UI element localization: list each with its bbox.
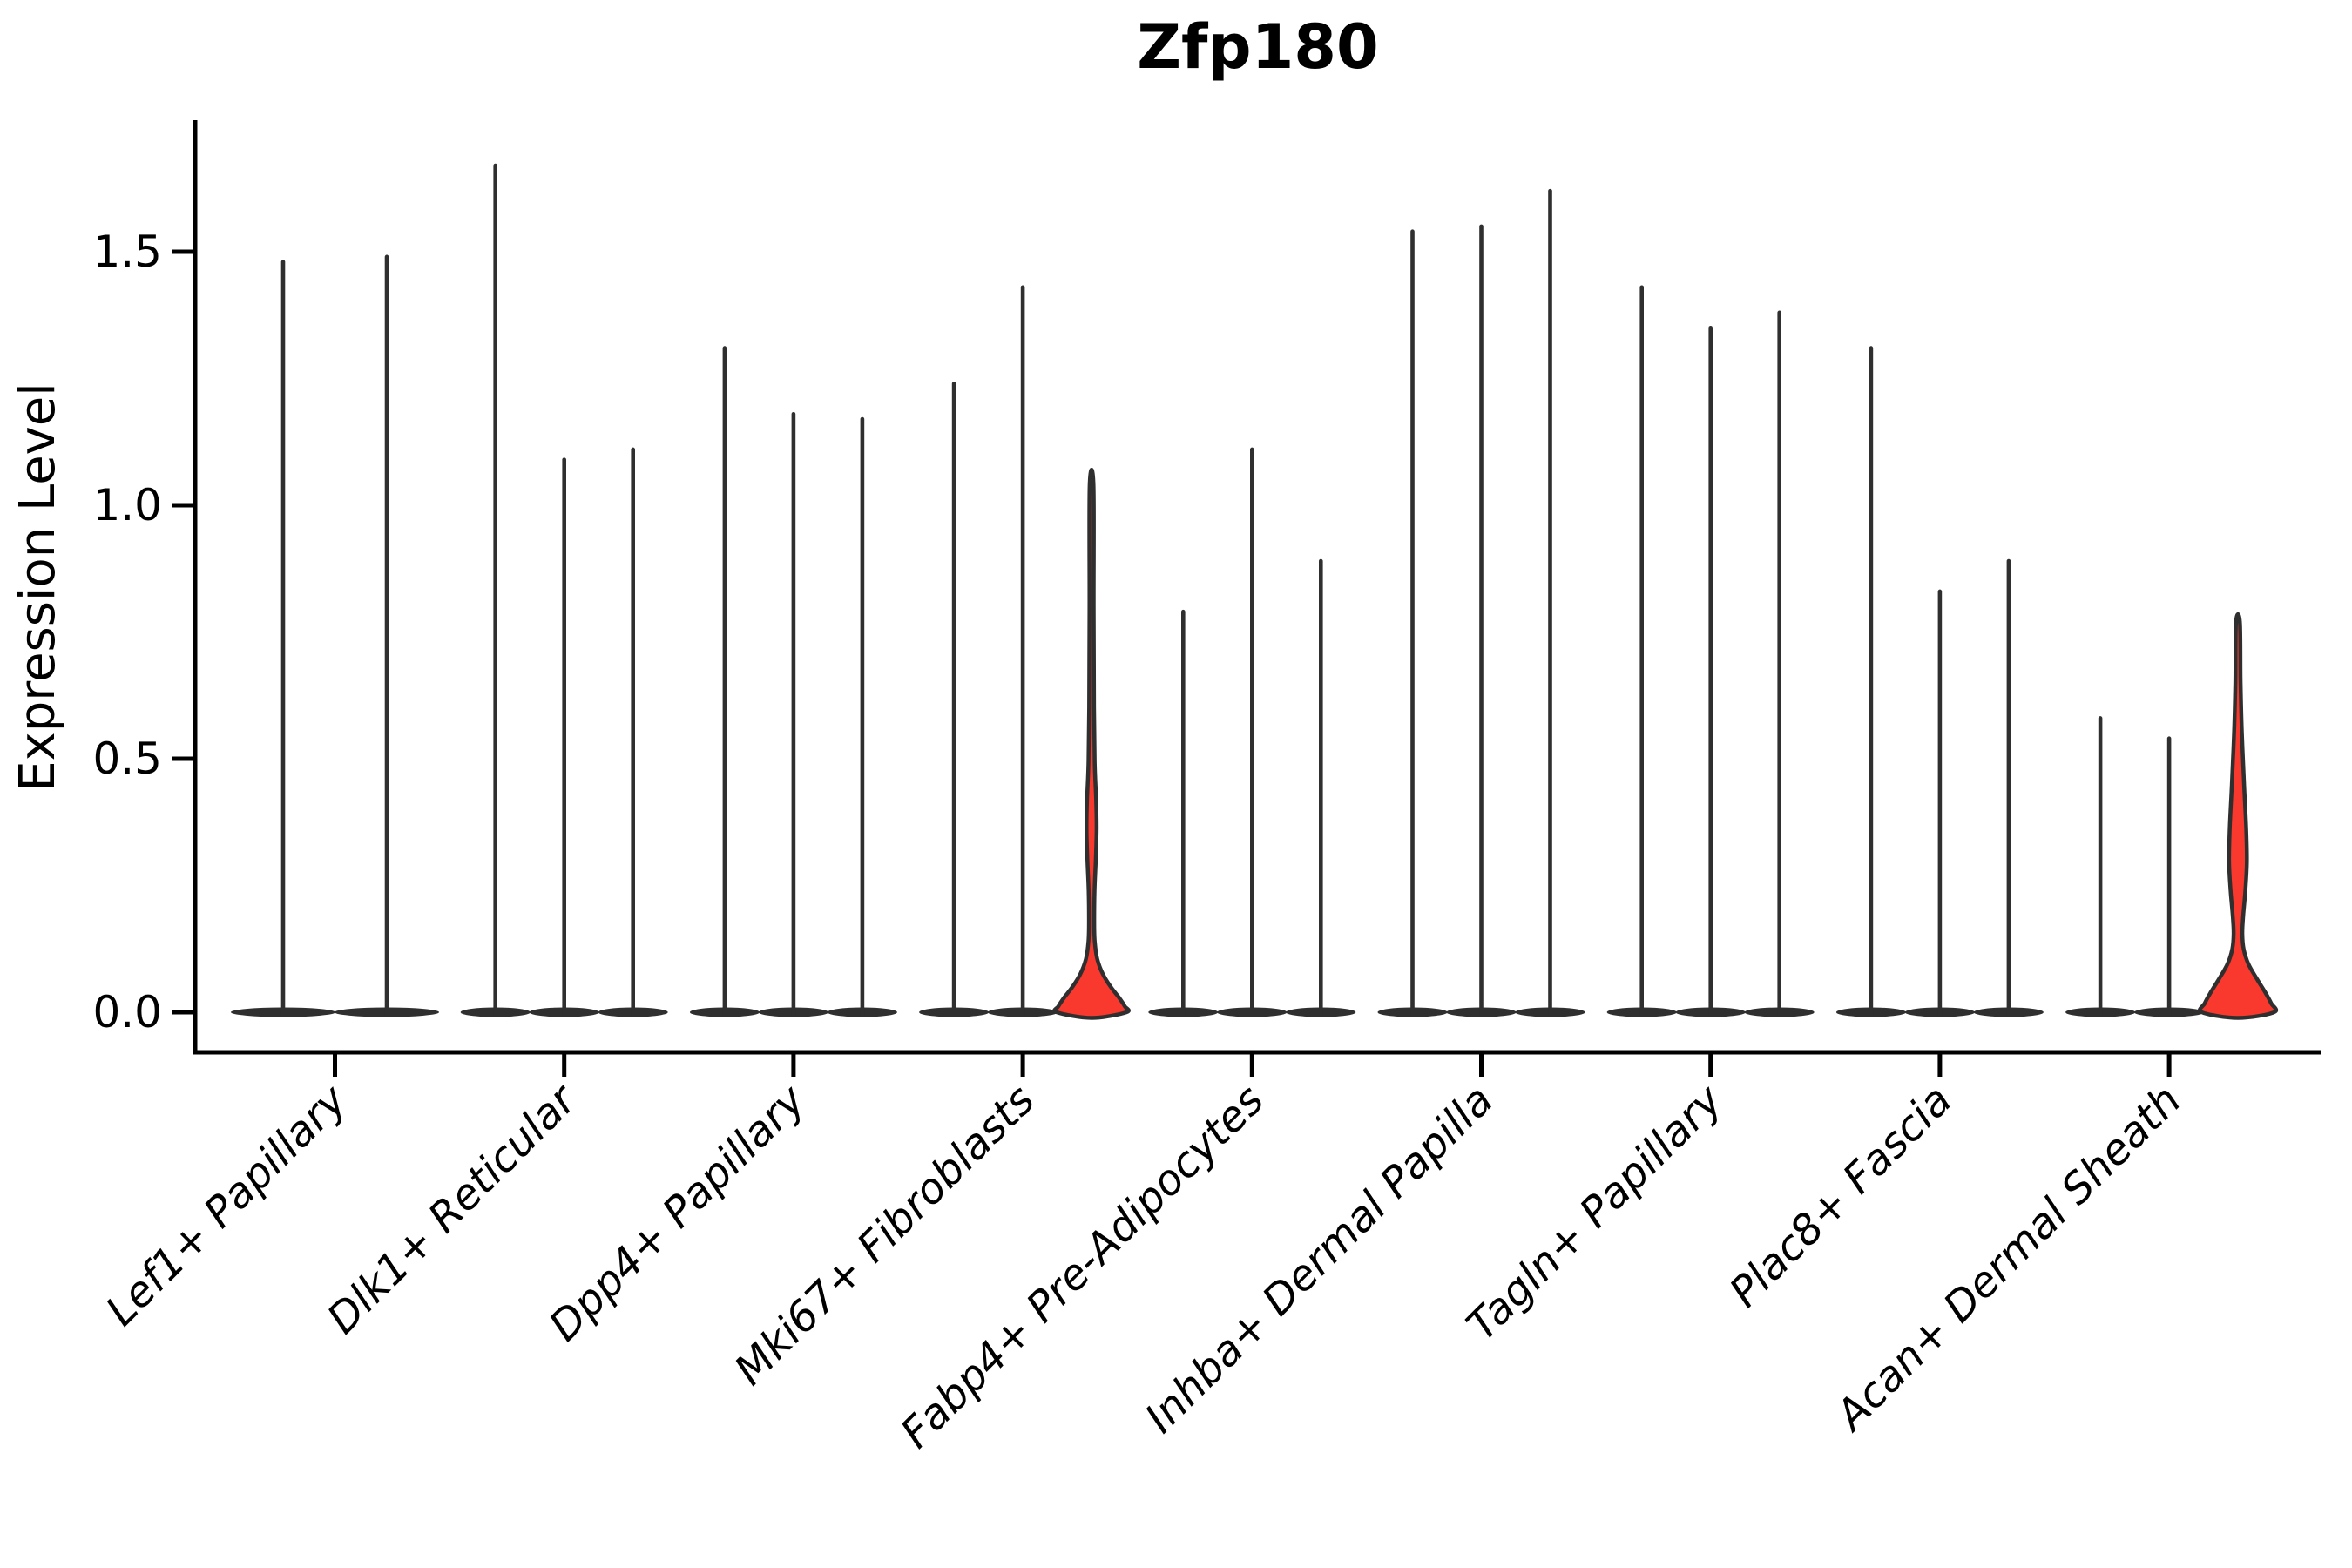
y-tick-label-1: 0.5 [92,733,162,784]
x-tick-label-1: Dlk1+ Reticular [318,1074,588,1344]
violin-group-7 [1835,346,2044,1017]
violin-group-3 [919,285,1131,1020]
y-tick-label-3: 1.5 [92,226,162,277]
violins [231,163,2279,1020]
violin-highlighted [2197,612,2279,1020]
x-tick-label-4: Fabp4+ Pre-Adipocytes [891,1076,1274,1458]
violin-group-6 [1606,285,1815,1017]
violin-group-4 [1148,447,1356,1017]
violin-group-8 [2065,612,2279,1020]
x-tick-label-2: Dpp4+ Papillary [540,1075,815,1350]
y-tick-label-0: 0.0 [92,987,162,1037]
violin-highlighted [1052,467,1131,1020]
y-axis-label: Expression Level [10,382,66,792]
x-tick-label-6: Tagln+ Papillary [1457,1075,1733,1350]
x-tick-label-7: Plac8+ Fascia [1720,1076,1962,1317]
violin-group-5 [1377,188,1585,1017]
violin-group-0 [231,254,439,1017]
violin-group-1 [460,163,668,1017]
chart-title: Zfp180 [1137,11,1378,83]
y-tick-label-2: 1.0 [92,480,162,531]
violin-group-2 [689,346,897,1017]
x-tick-label-0: Lef1+ Papillary [97,1075,357,1335]
